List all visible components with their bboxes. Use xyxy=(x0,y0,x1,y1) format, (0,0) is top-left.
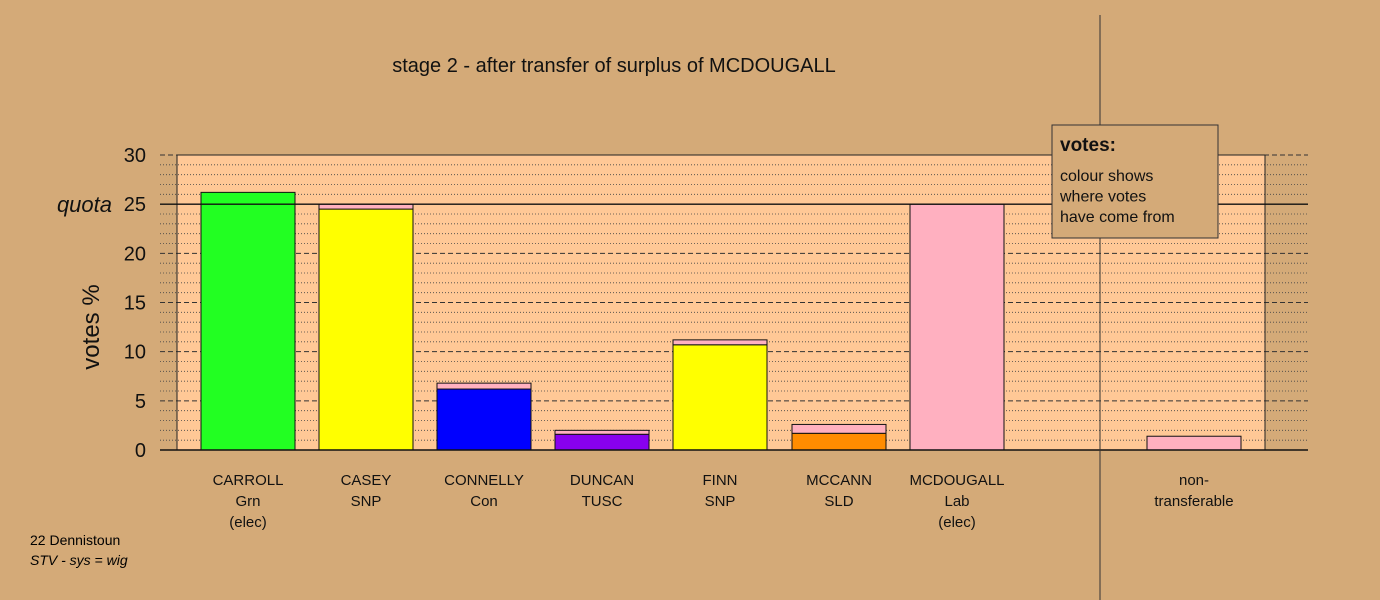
bar-segment xyxy=(791,432,887,451)
y-tick-label: 0 xyxy=(135,440,146,462)
category-label: CARROLL xyxy=(213,472,284,489)
category-label: FINN xyxy=(703,472,738,489)
bar-segment xyxy=(318,203,414,210)
y-tick-label: 25 xyxy=(124,194,146,216)
y-tick-label: 5 xyxy=(135,391,146,413)
legend-title: votes: xyxy=(1060,135,1116,156)
bar-segment xyxy=(554,433,650,451)
bar-segment xyxy=(200,191,296,451)
category-label: Grn xyxy=(235,493,260,510)
bar-segment xyxy=(436,388,532,451)
category-label: DUNCAN xyxy=(570,472,634,489)
legend-text: where votes xyxy=(1059,189,1146,206)
category-label: SNP xyxy=(705,493,736,510)
category-label: MCCANN xyxy=(806,472,872,489)
bar-segment xyxy=(672,339,768,346)
bar-segment xyxy=(791,423,887,434)
legend-box xyxy=(1051,124,1219,239)
bar-segment xyxy=(554,429,650,435)
bar-segment xyxy=(436,382,532,390)
legend-text: have come from xyxy=(1060,209,1175,226)
category-label: transferable xyxy=(1154,493,1233,510)
category-label: MCDOUGALL xyxy=(909,472,1004,489)
category-label: Lab xyxy=(944,493,969,510)
chart-title: stage 2 - after transfer of surplus of M… xyxy=(392,55,836,77)
y-tick-label: 30 xyxy=(124,145,146,167)
quota-label: quota xyxy=(57,192,112,217)
y-tick-label: 20 xyxy=(124,243,146,265)
category-label: CONNELLY xyxy=(444,472,524,489)
category-label: TUSC xyxy=(582,493,623,510)
category-label: Con xyxy=(470,493,498,510)
bar-segment xyxy=(672,344,768,451)
category-label: non- xyxy=(1179,472,1209,489)
category-label: (elec) xyxy=(229,514,267,531)
ward-name: 22 Dennistoun xyxy=(30,532,121,548)
bar-segment xyxy=(909,203,1005,451)
category-label: (elec) xyxy=(938,514,976,531)
y-tick-label: 15 xyxy=(124,293,146,315)
y-tick-label: 10 xyxy=(124,342,146,364)
category-label: SNP xyxy=(351,493,382,510)
category-label: CASEY xyxy=(341,472,392,489)
footer: 22 Dennistoun STV - sys = wig xyxy=(30,530,128,570)
category-label: SLD xyxy=(824,493,853,510)
legend-text: colour shows xyxy=(1060,168,1153,185)
y-axis-label: votes % xyxy=(78,284,105,369)
bar-segment xyxy=(318,208,414,451)
system-note: STV - sys = wig xyxy=(30,552,128,568)
bar-segment xyxy=(1146,435,1242,451)
